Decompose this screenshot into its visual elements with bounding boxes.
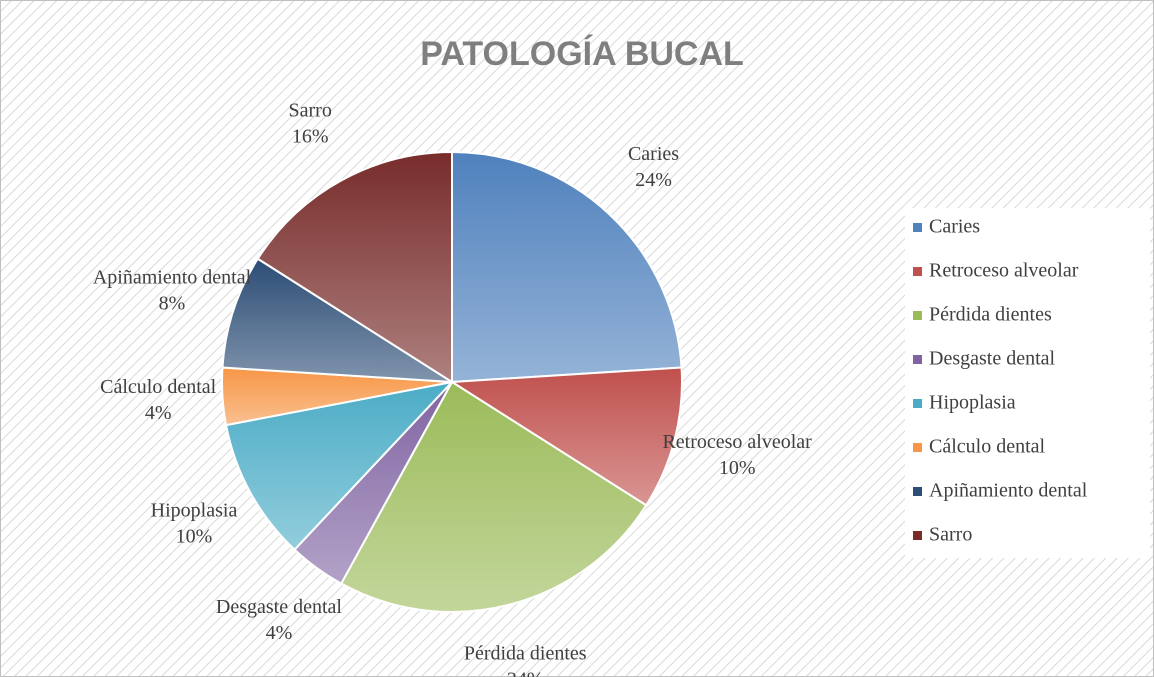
legend-marker <box>913 531 922 540</box>
data-label-name: Caries <box>628 143 679 165</box>
legend-label: Retroceso alveolar <box>929 260 1079 282</box>
slice-shade <box>452 152 682 382</box>
data-label-value: 10% <box>719 457 756 479</box>
data-label-value: 16% <box>292 126 329 148</box>
data-label-value: 4% <box>266 622 293 644</box>
legend-label: Pérdida dientes <box>929 304 1052 326</box>
legend-marker <box>913 443 922 452</box>
legend-marker <box>913 311 922 320</box>
legend-label: Sarro <box>929 524 972 546</box>
data-label-name: Pérdida dientes <box>464 643 587 665</box>
legend-box <box>905 208 1150 558</box>
legend-label: Cálculo dental <box>929 436 1046 458</box>
slice-shade <box>452 367 682 506</box>
legend-label: Caries <box>929 216 980 238</box>
legend-marker <box>913 355 922 364</box>
legend-marker <box>913 487 922 496</box>
slice-shade <box>257 152 452 382</box>
slice-shade <box>294 382 452 584</box>
data-label-value: 24% <box>635 169 672 191</box>
slice-shade <box>341 382 647 612</box>
slice-shade <box>226 382 452 550</box>
data-label-name: Retroceso alveolar <box>662 431 812 453</box>
legend-marker <box>913 223 922 232</box>
data-label-name: Desgaste dental <box>216 596 343 618</box>
data-label-name: Apiñamiento dental <box>93 267 252 289</box>
data-label-value: 8% <box>159 293 186 315</box>
legend-label: Hipoplasia <box>929 392 1016 414</box>
data-label-name: Cálculo dental <box>100 376 217 398</box>
data-label-name: Sarro <box>289 100 332 122</box>
slice-shade <box>222 258 452 382</box>
legend-label: Desgaste dental <box>929 348 1056 370</box>
legend-marker <box>913 267 922 276</box>
data-label-value: 24% <box>507 669 544 677</box>
data-label-name: Hipoplasia <box>151 499 238 521</box>
slice-shade <box>222 367 452 426</box>
legend-label: Apiñamiento dental <box>929 480 1088 502</box>
legend-marker <box>913 399 922 408</box>
data-label-value: 4% <box>145 402 172 424</box>
chart-title: PATOLOGÍA BUCAL <box>420 35 744 73</box>
data-label-value: 10% <box>176 525 213 547</box>
